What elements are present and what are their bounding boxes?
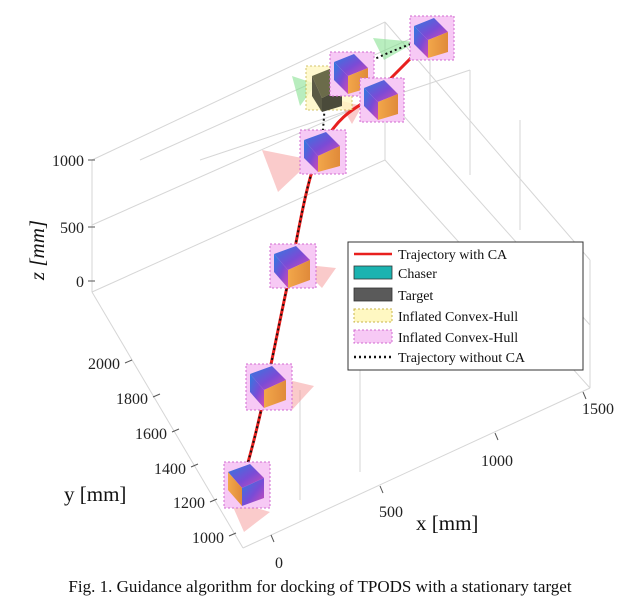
legend-box bbox=[347, 241, 584, 371]
chaser-6 bbox=[359, 77, 405, 123]
figure-3d-plot: 1000 500 0 2000 1800 1600 1400 1200 1000… bbox=[25, 15, 614, 572]
legend-swatch-hull-yellow bbox=[353, 308, 393, 323]
figure-caption: Fig. 1. Guidance algorithm for docking o… bbox=[68, 577, 572, 596]
chaser-4 bbox=[299, 129, 347, 175]
legend-label-chaser: Chaser bbox=[398, 267, 437, 282]
legend: Trajectory with CA Chaser Target Inflate… bbox=[347, 241, 584, 371]
legend-swatch-hull-pink bbox=[353, 329, 393, 344]
chaser-2 bbox=[245, 363, 293, 411]
legend-label-hull-yellow: Inflated Convex-Hull bbox=[398, 310, 518, 325]
legend-swatch-target bbox=[353, 287, 393, 302]
y-tick-1400: 1400 bbox=[154, 461, 186, 478]
y-tick-labels: 2000 1800 1600 1400 1200 1000 bbox=[88, 356, 224, 547]
y-tick-1600: 1600 bbox=[135, 426, 167, 443]
axes-grid bbox=[91, 21, 591, 549]
y-tick-1000: 1000 bbox=[192, 530, 224, 547]
z-axis-label: z [mm] bbox=[25, 220, 49, 281]
z-tick-labels: 1000 500 0 bbox=[52, 153, 84, 291]
z-tick-0: 0 bbox=[76, 274, 84, 291]
y-tick-1800: 1800 bbox=[116, 391, 148, 408]
chaser-bodies bbox=[223, 15, 455, 509]
legend-label-hull-pink: Inflated Convex-Hull bbox=[398, 331, 518, 346]
y-tick-2000: 2000 bbox=[88, 356, 120, 373]
x-tick-500: 500 bbox=[379, 504, 403, 521]
legend-label-trajectory-without-ca: Trajectory without CA bbox=[398, 351, 526, 366]
x-tick-1000: 1000 bbox=[481, 453, 513, 470]
x-tick-0: 0 bbox=[275, 555, 283, 572]
plume-green-1 bbox=[373, 38, 416, 60]
z-tick-1000: 1000 bbox=[52, 153, 84, 170]
x-axis-label: x [mm] bbox=[416, 511, 478, 535]
x-tick-1500: 1500 bbox=[582, 401, 614, 418]
legend-swatch-chaser bbox=[353, 265, 393, 280]
legend-label-target: Target bbox=[398, 289, 433, 304]
y-axis-label: y [mm] bbox=[64, 482, 126, 506]
chaser-3 bbox=[269, 243, 317, 289]
x-tick-labels: 0 500 1000 1500 bbox=[275, 401, 614, 572]
axis-ticks bbox=[88, 159, 587, 543]
z-tick-500: 500 bbox=[60, 220, 84, 237]
legend-label-trajectory-with-ca: Trajectory with CA bbox=[398, 248, 508, 263]
y-tick-1200: 1200 bbox=[173, 495, 205, 512]
chaser-1 bbox=[223, 461, 271, 509]
chaser-7 bbox=[409, 15, 455, 61]
